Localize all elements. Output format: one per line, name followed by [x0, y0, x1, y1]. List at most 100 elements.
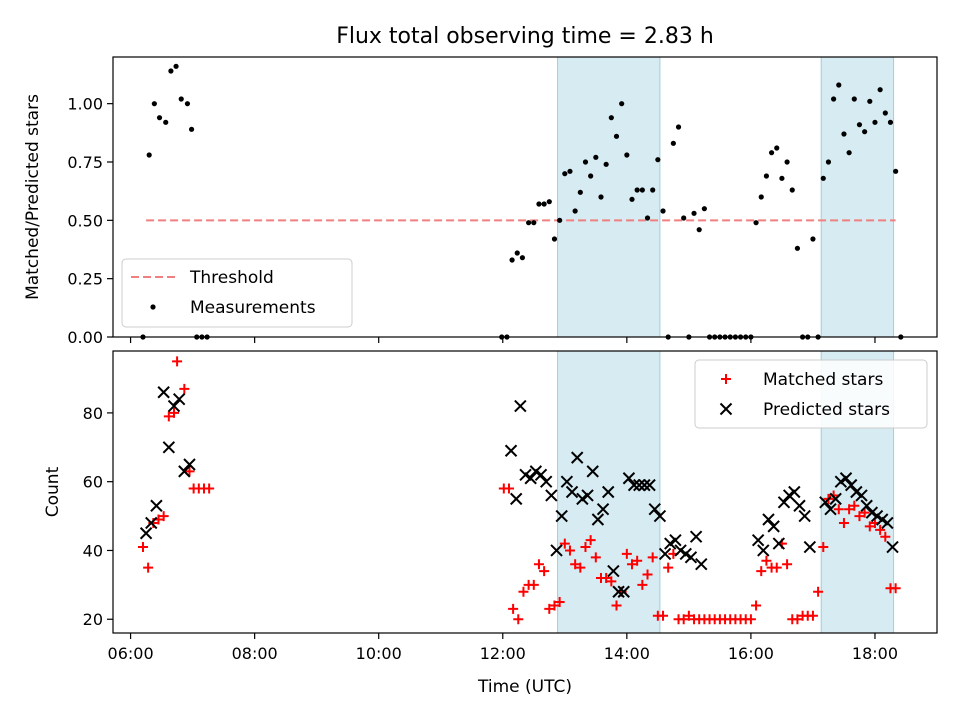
measurement-point	[619, 101, 625, 107]
measurement-point	[603, 161, 609, 167]
measurement-point	[862, 129, 868, 135]
predicted-star-point	[855, 489, 868, 502]
legend-measurements-swatch	[150, 304, 156, 310]
y-tick-label: 0.25	[67, 270, 103, 289]
measurement-point	[531, 220, 537, 226]
matched-star-point	[601, 572, 612, 583]
predicted-star-point	[510, 492, 523, 506]
matched-star-point	[179, 383, 190, 394]
predicted-star-point	[586, 465, 599, 478]
matched-star-point	[859, 507, 870, 518]
matched-star-point	[580, 542, 591, 553]
measurement-point	[551, 236, 558, 242]
y-tick-label: 1.00	[67, 95, 103, 114]
measurement-point	[681, 215, 687, 221]
measurement-point	[514, 250, 520, 256]
matched-star-point	[813, 586, 824, 597]
bottom-legend: Matched stars Predicted stars	[694, 359, 928, 429]
measurement-point	[789, 187, 795, 193]
predicted-star-point	[803, 540, 817, 554]
predicted-star-point	[824, 502, 837, 516]
measurement-point	[613, 133, 620, 139]
matched-star-point	[761, 555, 772, 566]
measurement-point	[562, 171, 568, 177]
predicted-star-point	[178, 465, 191, 478]
matched-star-point	[570, 559, 581, 570]
matched-star-point	[890, 583, 901, 594]
matched-star-point	[637, 579, 648, 590]
measurement-point	[546, 199, 552, 205]
predicted-star-point	[167, 399, 181, 413]
predicted-star-point	[788, 485, 801, 499]
predicted-star-point	[772, 537, 786, 550]
measurement-point	[655, 157, 661, 163]
matched-star-point	[533, 559, 544, 570]
measurement-point	[156, 115, 163, 121]
y-tick-label: 0.50	[67, 211, 103, 230]
measurement-point	[794, 245, 801, 251]
measurement-point	[163, 119, 169, 125]
predicted-star-point	[539, 475, 553, 488]
matched-star-point	[575, 562, 586, 573]
measurement-point	[567, 168, 573, 174]
measurement-point	[877, 87, 883, 93]
measurement-point	[624, 152, 630, 158]
predicted-star-point	[602, 485, 615, 499]
predicted-star-point	[150, 499, 163, 512]
predicted-star-point	[139, 527, 153, 540]
matched-star-point	[549, 600, 560, 611]
top-y-axis-label: Matched/Predicted stars	[23, 94, 43, 300]
matched-star-point	[647, 552, 658, 563]
x-tick-label: 06:00	[108, 644, 154, 663]
predicted-star-point	[591, 513, 605, 526]
predicted-star-point	[162, 441, 176, 454]
matched-star-point	[756, 566, 767, 577]
measurement-point	[582, 159, 589, 165]
y-tick-label: 0.75	[67, 153, 103, 172]
bottom-y-ticks: 20 40 60 80	[83, 404, 113, 629]
x-tick-label: 18:00	[852, 644, 898, 663]
legend-threshold-label: Threshold	[189, 268, 274, 288]
measurement-point	[184, 101, 191, 107]
measurement-point	[774, 145, 780, 151]
count-series	[137, 356, 901, 625]
predicted-star-point	[607, 564, 620, 578]
matched-star-point	[518, 586, 529, 597]
predicted-star-point	[581, 489, 594, 502]
matched-star-point	[503, 483, 514, 494]
predicted-star-point	[617, 585, 630, 598]
measurement-point	[634, 187, 640, 193]
matched-star-point	[184, 466, 195, 477]
bottom-axes-frame	[112, 350, 938, 634]
predicted-star-point	[839, 472, 853, 485]
legend-box	[121, 258, 353, 328]
matched-star-point	[590, 552, 601, 563]
x-tick-label: 10:00	[356, 644, 402, 663]
predicted-star-point	[648, 502, 661, 516]
bottom-y-axis-label: Count	[43, 466, 63, 517]
matched-star-point	[544, 603, 555, 614]
matched-star-point	[771, 562, 782, 573]
predicted-star-point	[767, 520, 780, 533]
top-y-ticks: 0.00 0.25 0.50 0.75 1.00	[67, 95, 113, 347]
measurement-point	[872, 119, 878, 125]
matched-star-point	[792, 614, 803, 625]
bottom-x-ticks: 06:00 08:00 10:00 12:00 14:00 16:00 18:00	[108, 633, 898, 663]
predicted-star-point	[504, 444, 518, 457]
matched-star-point	[564, 545, 575, 556]
matched-star-point	[683, 610, 694, 621]
matched-star-point	[632, 555, 643, 566]
measurement-point	[887, 119, 894, 125]
measurement-point	[519, 255, 526, 261]
predicted-star-point	[545, 489, 558, 502]
legend-measurements-label: Measurements	[190, 298, 316, 318]
matched-star-point	[844, 504, 855, 515]
matched-star-point	[528, 579, 539, 590]
predicted-star-point	[777, 496, 791, 509]
matched-star-point	[833, 504, 844, 515]
y-tick-label: 40	[83, 541, 103, 560]
y-tick-label: 60	[83, 473, 103, 492]
predicted-star-point	[145, 516, 158, 530]
measurement-point	[846, 150, 852, 156]
y-tick-label: 20	[83, 610, 103, 629]
